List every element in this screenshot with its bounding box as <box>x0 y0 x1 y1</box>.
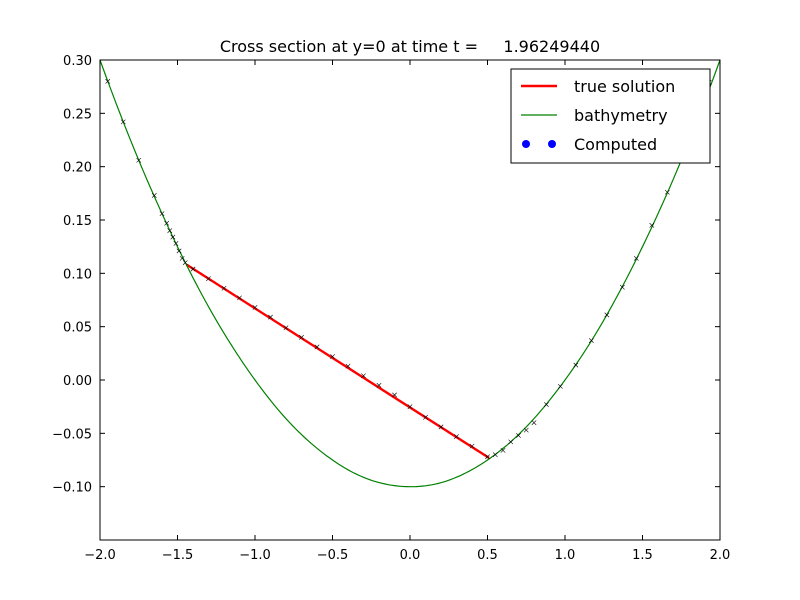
legend-bathymetry-label: bathymetry <box>574 106 668 125</box>
computed-point <box>469 443 475 449</box>
computed-point <box>500 447 506 453</box>
y-tick-label: 0.30 <box>63 54 92 69</box>
y-tick-label: 0.10 <box>63 267 92 282</box>
computed-point <box>314 344 320 350</box>
legend-computed-marker <box>548 140 556 148</box>
computed-point <box>159 211 165 217</box>
x-tick-label: −1.5 <box>162 548 194 563</box>
x-tick-label: −1.0 <box>239 548 271 563</box>
computed-point <box>252 305 258 310</box>
computed-point <box>182 260 188 266</box>
computed-point <box>531 420 537 426</box>
computed-point <box>392 392 397 398</box>
computed-point <box>237 295 242 301</box>
computed-point <box>164 220 170 226</box>
computed-point <box>516 433 521 438</box>
chart-title: Cross section at y=0 at time t = 1.96249… <box>220 37 600 56</box>
computed-point <box>221 285 227 291</box>
true-solution-line <box>186 263 490 459</box>
x-tick-label: −2.0 <box>84 548 116 563</box>
legend-computed-marker <box>522 140 530 148</box>
computed-point <box>485 454 490 460</box>
computed-point <box>633 255 639 261</box>
computed-point <box>120 119 126 125</box>
legend: true solution bathymetry Computed <box>510 68 711 164</box>
y-tick-label: 0.20 <box>63 161 92 176</box>
computed-point <box>268 314 273 320</box>
legend-computed-label: Computed <box>574 135 657 154</box>
computed-point <box>492 452 498 458</box>
y-tick-label: 0.15 <box>63 214 92 229</box>
y-tick-label: 0.25 <box>63 107 92 122</box>
computed-point <box>206 276 211 282</box>
computed-point <box>179 255 185 261</box>
computed-point <box>330 354 335 359</box>
computed-point <box>619 284 625 290</box>
x-tick-label: 0.5 <box>477 548 498 563</box>
axes-ticks: −2.0 −1.5 −1.0 −0.5 0.0 0.5 1.0 1.5 2.0 −0.10 −0.0… <box>52 54 730 563</box>
computed-point <box>454 434 459 439</box>
legend-true-solution-label: true solution <box>574 77 675 96</box>
computed-point <box>376 382 382 388</box>
x-tick-label: 1.0 <box>555 548 576 563</box>
computed-point <box>299 334 304 340</box>
computed-point <box>170 234 176 240</box>
y-tick-label: −0.10 <box>52 481 92 496</box>
computed-point <box>407 404 413 410</box>
y-tick-label: 0.05 <box>63 321 92 336</box>
computed-point <box>105 78 111 84</box>
x-tick-label: 1.5 <box>632 548 653 563</box>
computed-point <box>190 266 196 272</box>
x-tick-label: −0.5 <box>317 548 349 563</box>
computed-point <box>136 157 142 163</box>
computed-point <box>283 325 289 331</box>
computed-point <box>173 241 179 246</box>
y-tick-label: −0.05 <box>52 427 92 442</box>
plot-area <box>100 60 720 488</box>
computed-point <box>557 383 563 389</box>
x-tick-label: 0.0 <box>400 548 421 563</box>
computed-point <box>588 338 594 343</box>
computed-point <box>573 362 579 368</box>
computed-point <box>543 402 549 407</box>
computed-point <box>604 312 610 318</box>
x-tick-label: 2.0 <box>710 548 731 563</box>
computed-point <box>649 222 655 228</box>
computed-point <box>423 414 428 420</box>
computed-point <box>176 248 182 254</box>
computed-point <box>508 439 514 445</box>
computed-point <box>151 193 157 198</box>
legend-box <box>510 68 711 164</box>
computed-point <box>345 363 351 369</box>
y-tick-label: 0.00 <box>63 374 92 389</box>
computed-point <box>361 373 366 379</box>
bathymetry-line <box>100 60 720 488</box>
computed-point <box>438 424 444 430</box>
computed-point <box>167 228 173 234</box>
computed-point <box>664 189 670 195</box>
computed-point <box>523 427 529 433</box>
